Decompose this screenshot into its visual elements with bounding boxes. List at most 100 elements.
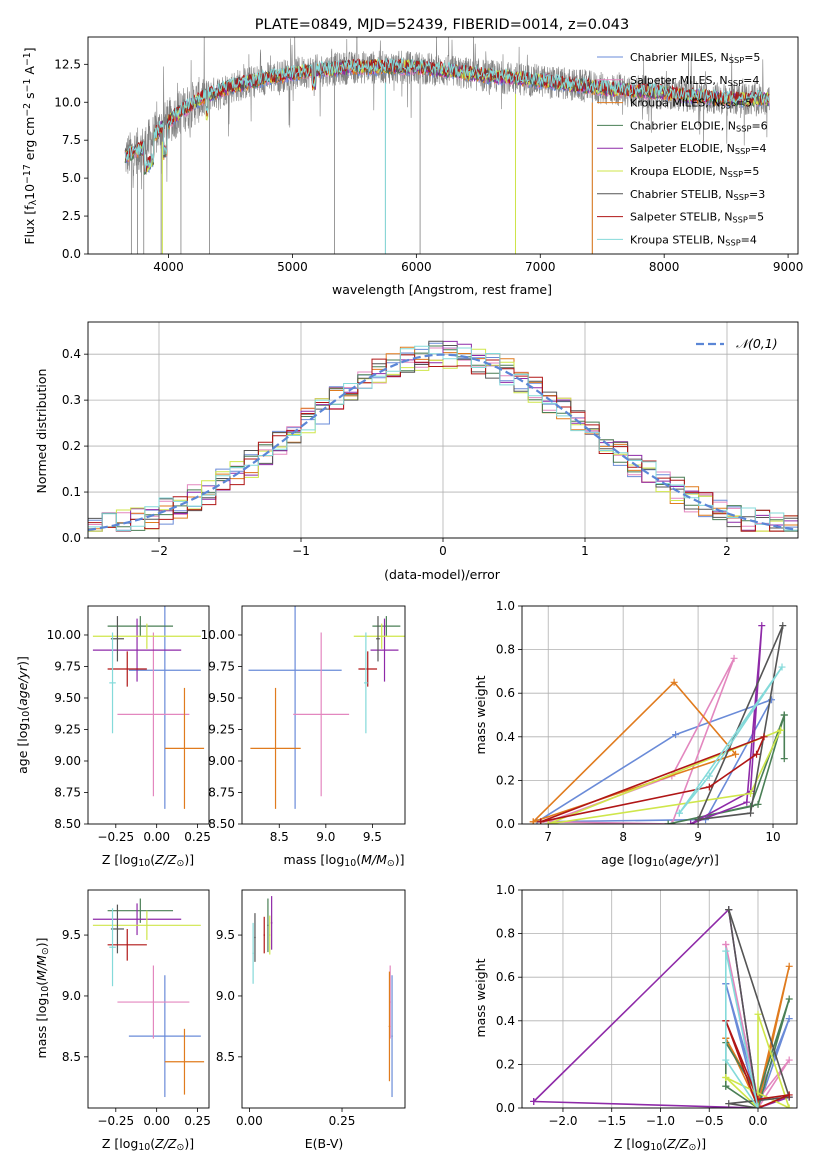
y-tick-label: 9.5 — [62, 928, 81, 942]
y-tick-label: 9.00 — [54, 754, 81, 768]
mass-weight-marker — [529, 818, 537, 824]
legend-label: Salpeter MILES, NSSP=4 — [630, 74, 759, 88]
x-tick-label: 9 — [694, 830, 702, 844]
legend-label: Salpeter STELIB, NSSP=5 — [630, 211, 764, 225]
mass-weight-marker — [530, 1097, 538, 1105]
panel-residuals: −2 −1 0 1 2 0.0 0.1 0.2 0.3 0.4 𝒩(0,1) (data-model)… — [34, 321, 799, 582]
y-tick-label: 8.75 — [208, 785, 235, 799]
x-tick-label: −2.0 — [548, 1114, 577, 1128]
axes-frame — [87, 889, 210, 1109]
plot-area — [530, 906, 793, 1108]
plot-area — [88, 340, 798, 538]
y-tick-label: 0.8 — [496, 643, 515, 657]
plot-area — [92, 898, 205, 1098]
x-axis-label: Z [log10(Z/Z⊙)] — [102, 852, 194, 869]
mass-weight-marker — [732, 750, 740, 758]
y-tick-label: 0.3 — [62, 393, 81, 407]
mass-weight-marker — [725, 906, 733, 914]
mass-weight-marker — [743, 798, 751, 806]
y-axis-label: Flux [fλ10−17 erg cm−2 s−1 A−1] — [22, 47, 39, 244]
panel-age-vs-Z: −0.25 0.00 0.25 8.50 8.75 9.00 9.25 9.50 9.75 10.… — [15, 605, 211, 869]
mass-weight-marker — [778, 663, 786, 671]
x-tick-label: −1 — [292, 544, 310, 558]
x-axis-label: E(B-V) — [305, 1136, 344, 1151]
axes-frame — [521, 889, 798, 1109]
y-tick-label: 0.0 — [62, 531, 81, 545]
mass-weight-marker — [754, 1104, 762, 1108]
x-tick-label: 7 — [544, 830, 552, 844]
y-tick-label: 0.6 — [496, 686, 515, 700]
axes-frame — [521, 605, 798, 825]
y-tick-label: 1.0 — [496, 599, 515, 613]
legend-label: Kroupa ELODIE, NSSP=5 — [630, 165, 759, 179]
mass-weight-marker — [747, 789, 755, 797]
x-tick-label: 1 — [581, 544, 589, 558]
mass-weight-marker — [722, 1082, 730, 1090]
y-tick-label: 9.0 — [62, 989, 81, 1003]
x-tick-label: 0.25 — [329, 1114, 356, 1128]
mass-weight-marker — [785, 1015, 793, 1023]
legend-label: 𝒩(0,1) — [736, 336, 778, 351]
y-tick-label: 7.5 — [62, 133, 81, 147]
mass-weight-marker — [722, 1056, 730, 1064]
panel-age-vs-mass: 8.5 9.0 9.5 8.50 8.75 9.00 9.25 9.50 9.75 10.00 ma… — [201, 605, 406, 869]
x-tick-label: 8 — [619, 830, 627, 844]
x-axis-label: wavelength [Angstrom, rest frame] — [332, 282, 552, 297]
x-axis-label: mass [log10(M/M⊙)] — [284, 852, 405, 869]
mass-weight-marker — [675, 809, 683, 817]
mass-weight-marker — [722, 941, 730, 948]
mass-weight-marker — [694, 816, 702, 824]
mass-weight-marker — [537, 818, 545, 824]
y-tick-label: 0.4 — [62, 347, 81, 361]
y-tick-label: 12.5 — [54, 57, 81, 71]
mass-weight-marker — [722, 1073, 730, 1081]
mass-weight-marker — [760, 733, 768, 741]
axes-frame — [87, 605, 210, 825]
y-tick-label: 9.75 — [54, 659, 81, 673]
y-tick-label: 10.0 — [54, 95, 81, 109]
legend-label: Chabrier ELODIE, NSSP=6 — [630, 119, 768, 133]
y-axis-label: mass weight — [473, 958, 488, 1037]
mass-weight-marker — [754, 1010, 762, 1018]
x-axis-label: age [log10(age/yr)] — [601, 852, 719, 869]
y-tick-label: 9.25 — [54, 722, 81, 736]
y-axis-label: Normed distribution — [34, 369, 49, 494]
y-tick-label: 0.0 — [496, 1101, 515, 1115]
x-axis-label: (data-model)/error — [384, 567, 501, 582]
x-axis-label: Z [log10(Z/Z⊙)] — [102, 1136, 194, 1153]
y-axis-label: mass weight — [473, 675, 488, 754]
mass-weight-marker — [780, 755, 788, 763]
plot-area — [92, 606, 205, 809]
y-tick-label: 1.0 — [496, 883, 515, 897]
x-tick-label: 9000 — [773, 260, 804, 274]
y-tick-label: 0.8 — [496, 927, 515, 941]
y-tick-label: 8.50 — [54, 817, 81, 831]
mass-weight-marker — [777, 726, 785, 734]
y-tick-label: 0.4 — [496, 730, 515, 744]
y-tick-label: 5.0 — [62, 171, 81, 185]
plot-area — [124, 37, 770, 254]
mass-weight-marker — [672, 731, 680, 739]
legend-label: Chabrier STELIB, NSSP=3 — [630, 188, 765, 202]
x-tick-label: 0.25 — [184, 830, 211, 844]
mass-weight-marker — [670, 678, 678, 686]
x-tick-label: −0.5 — [695, 1114, 724, 1128]
y-tick-label: 9.25 — [208, 722, 235, 736]
panel-mass-vs-EBV: 0.00 0.25 8.5 9.0 9.5 E(B-V) — [216, 889, 406, 1151]
mass-weight-marker — [758, 622, 766, 630]
y-tick-label: 9.00 — [208, 754, 235, 768]
x-tick-label: −2 — [150, 544, 168, 558]
y-tick-label: 9.5 — [216, 928, 235, 942]
x-tick-label: 0.00 — [143, 830, 170, 844]
x-tick-label: 8.5 — [270, 830, 289, 844]
mass-weight-marker — [722, 947, 730, 955]
y-tick-label: 0.6 — [496, 970, 515, 984]
x-tick-label: 10 — [765, 830, 780, 844]
legend-label: Chabrier MILES, NSSP=5 — [630, 51, 760, 65]
x-tick-label: 4000 — [153, 260, 184, 274]
mass-weight-marker — [668, 820, 676, 824]
mass-weight-marker — [705, 783, 713, 791]
axes-frame — [241, 889, 406, 1109]
mass-weight-line — [724, 950, 759, 1108]
